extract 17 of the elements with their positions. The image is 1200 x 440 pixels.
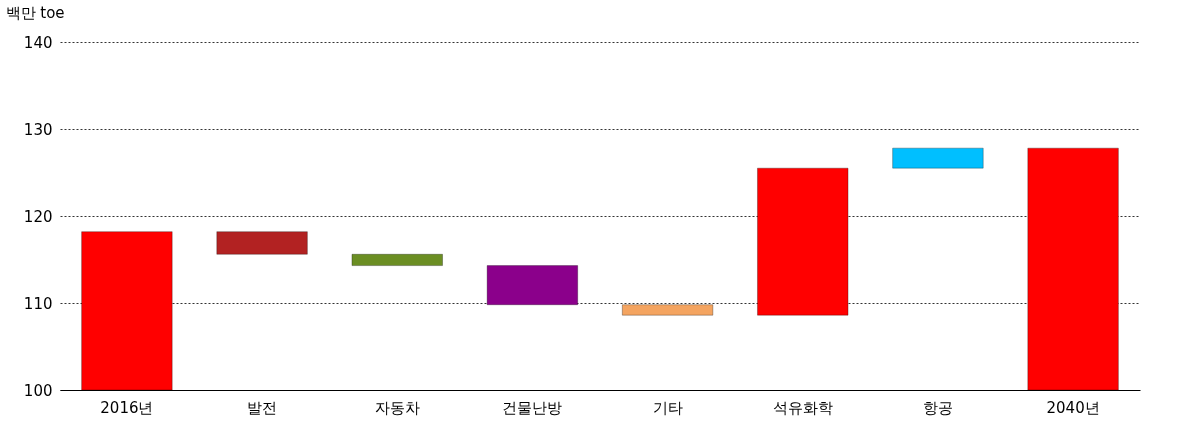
y-tick-label: 130 — [23, 120, 53, 139]
bar — [892, 147, 984, 169]
y-tick-label: 120 — [23, 207, 53, 226]
x-tick-label: 발전 — [247, 398, 278, 417]
x-tick-label: 2016년 — [100, 398, 154, 417]
y-axis-title: 백만 toe — [5, 3, 65, 22]
y-tick-label: 110 — [23, 294, 53, 313]
y-tick-label: 100 — [23, 381, 53, 400]
x-tick-label: 기타 — [652, 398, 683, 417]
x-tick-label: 석유화학 — [772, 398, 833, 417]
bar — [216, 231, 308, 255]
x-tick-label: 자동차 — [374, 398, 420, 417]
bar — [351, 254, 443, 266]
x-tick-label: 항공 — [922, 398, 953, 417]
x-tick-label: 2040년 — [1046, 398, 1100, 417]
y-tick-label: 140 — [23, 33, 53, 52]
x-tick-label: 건물난방 — [502, 398, 563, 417]
